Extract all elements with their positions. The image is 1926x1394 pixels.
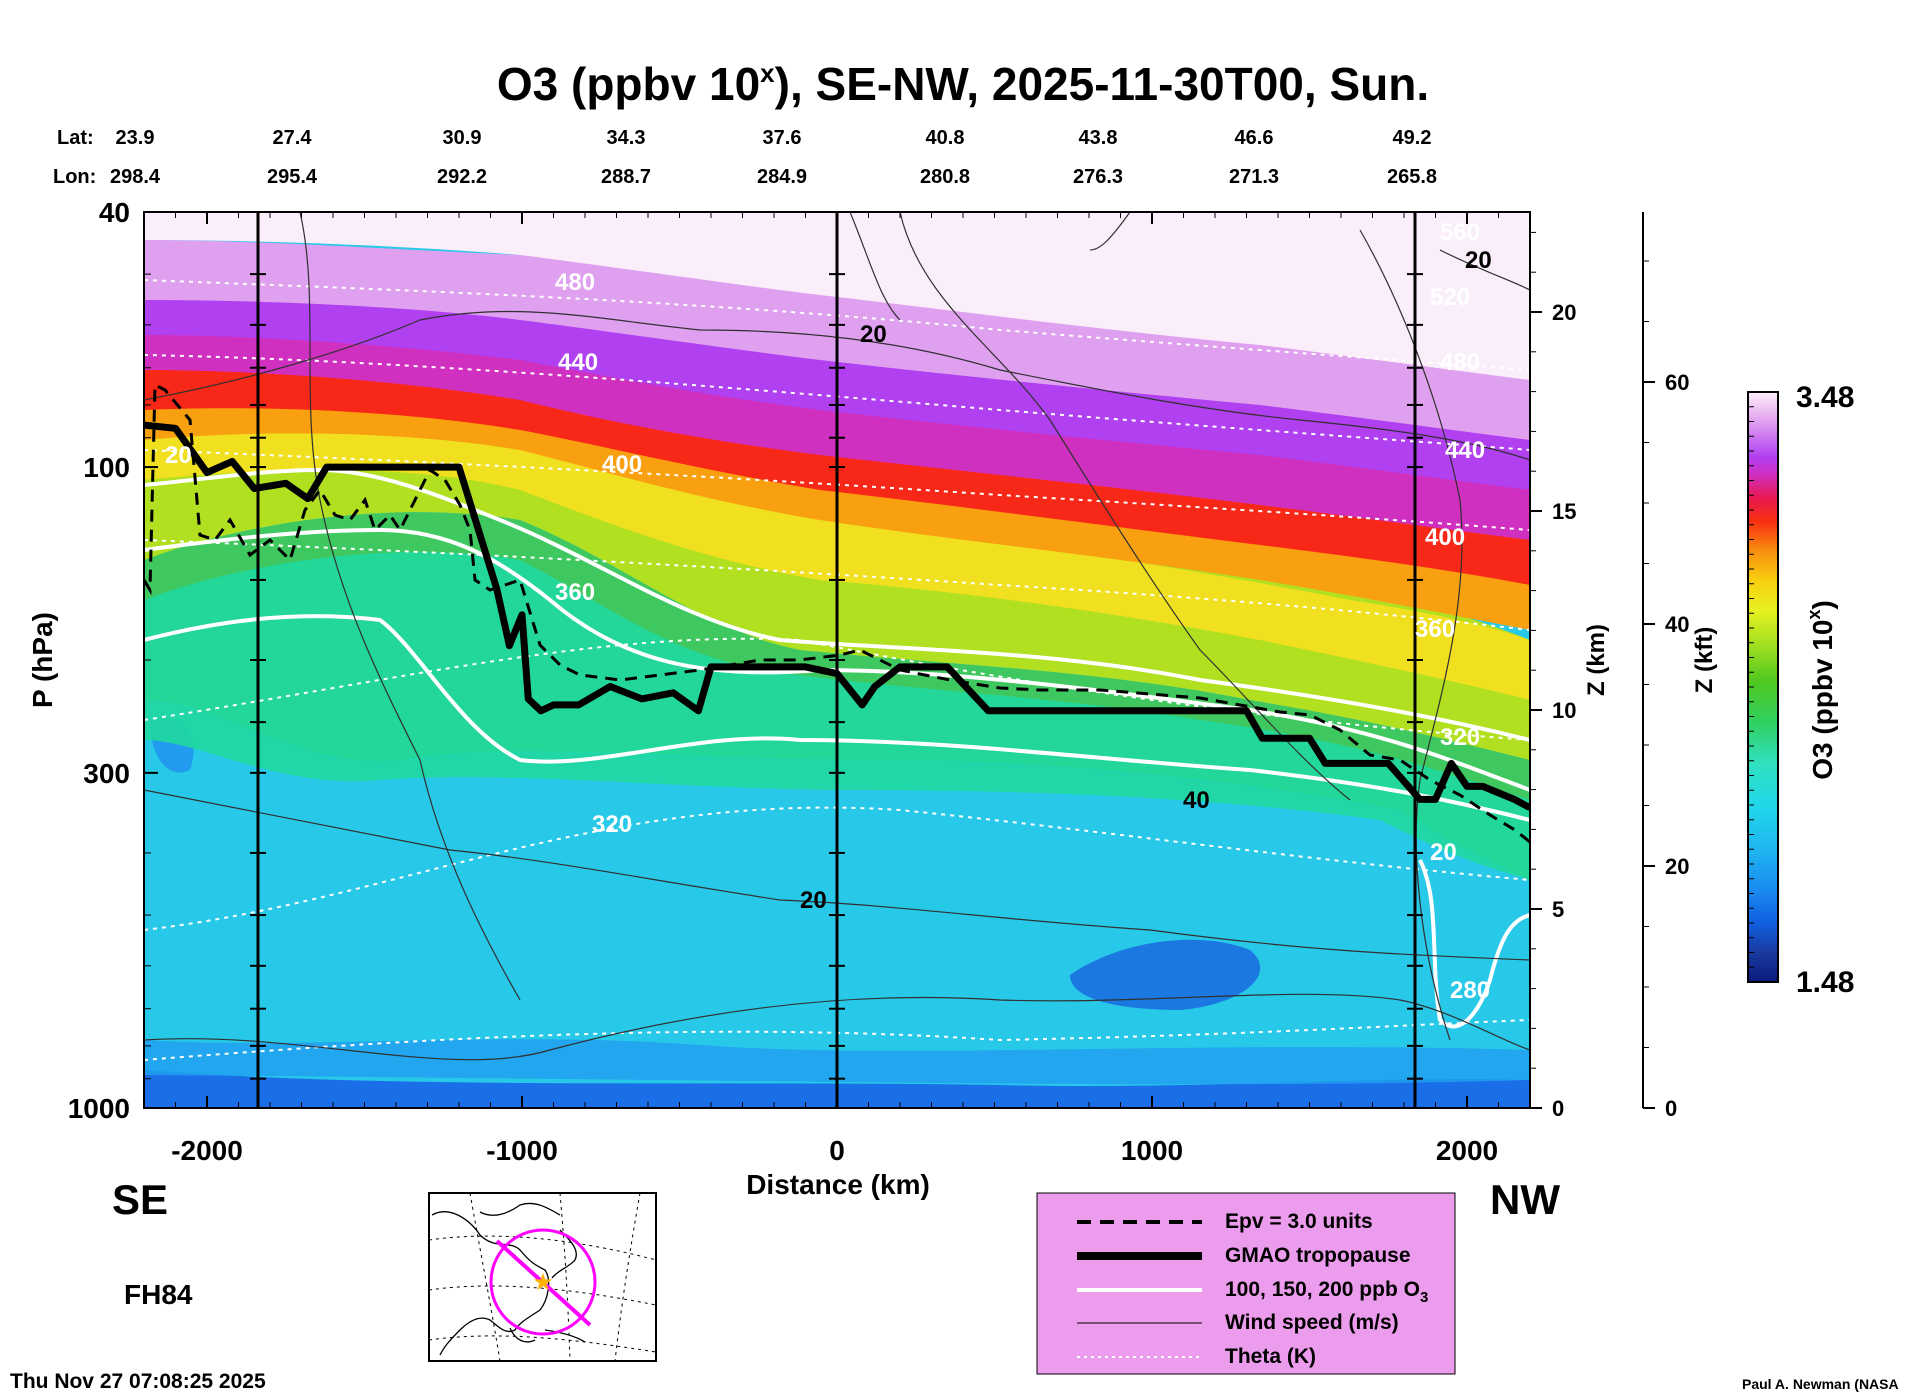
- z-km-axis: 0 5 10 15 20: [1530, 231, 1576, 1121]
- y-tick-label: 100: [83, 452, 130, 483]
- lat-value: 43.8: [1079, 127, 1118, 149]
- wind-label-20-left: 20: [165, 442, 192, 469]
- z-km-tick-label: 15: [1552, 499, 1576, 524]
- z-km-tick-label: 5: [1552, 897, 1564, 922]
- y-tick-label: 40: [99, 197, 130, 228]
- lon-row-label: Lon:: [53, 166, 96, 188]
- lat-value: 23.9: [116, 127, 155, 149]
- lat-value: 30.9: [443, 127, 482, 149]
- colorbar-max: 3.48: [1796, 381, 1854, 414]
- lon-value: 288.7: [601, 166, 651, 188]
- x-tick-label: 0: [829, 1135, 845, 1166]
- z-kft-label: Z (kft): [1691, 627, 1718, 694]
- lon-value: 271.3: [1229, 166, 1279, 188]
- z-km-label: Z (km): [1583, 624, 1610, 696]
- theta-label-480: 480: [555, 269, 595, 296]
- theta-label-440: 440: [558, 349, 598, 376]
- lat-value: 49.2: [1393, 127, 1432, 149]
- z-kft-tick-label: 40: [1665, 612, 1689, 637]
- y-axis-label: P (hPa): [27, 612, 58, 708]
- lat-value: 27.4: [273, 127, 313, 149]
- x-tick-label: -1000: [486, 1135, 558, 1166]
- forecast-hour: FH84: [124, 1279, 193, 1310]
- x-axis: -2000 -1000 0 1000 2000: [143, 212, 1531, 1166]
- theta-label-400: 400: [602, 451, 642, 478]
- legend-wind-label: Wind speed (m/s): [1225, 1311, 1399, 1334]
- x-tick-label: 2000: [1436, 1135, 1498, 1166]
- lon-value: 276.3: [1073, 166, 1123, 188]
- lon-value: 265.8: [1387, 166, 1437, 188]
- theta-label-560: 560: [1440, 219, 1480, 246]
- lon-value: 280.8: [920, 166, 970, 188]
- wind-label-20-top: 20: [860, 321, 887, 348]
- chart-title: O3 (ppbv 10x), SE-NW, 2025-11-30T00, Sun…: [497, 58, 1429, 110]
- y-tick-label: 300: [83, 758, 130, 789]
- z-km-tick-label: 20: [1552, 300, 1576, 325]
- map-circle: [489, 1228, 597, 1336]
- gmao-tropopause-line: [144, 421, 1530, 811]
- theta-label-520: 520: [1430, 284, 1470, 311]
- z-km-tick-label: 0: [1552, 1096, 1564, 1121]
- legend-epv-label: Epv = 3.0 units: [1225, 1210, 1373, 1233]
- x-axis-label: Distance (km): [746, 1169, 930, 1200]
- theta-label-280: 280: [1450, 977, 1490, 1004]
- z-kft-tick-label: 60: [1665, 370, 1689, 395]
- nw-end-label: NW: [1490, 1176, 1560, 1223]
- lon-value: 298.4: [110, 166, 161, 188]
- wind-label-20-lower-right: 20: [1430, 839, 1457, 866]
- colorbar-min: 1.48: [1796, 966, 1854, 999]
- theta-label-360: 360: [555, 579, 595, 606]
- wind-label-20-upper-right: 20: [1465, 247, 1492, 274]
- lon-value: 292.2: [437, 166, 487, 188]
- se-end-label: SE: [112, 1176, 168, 1223]
- x-tick-label: -2000: [171, 1135, 243, 1166]
- colorbar-ticks: [1748, 391, 1754, 983]
- contour-labels: 480 440 400 360 320 280 520 560 480 440 …: [165, 219, 1492, 1004]
- z-kft-axis: 0 20 40 60: [1642, 212, 1689, 1121]
- lat-value: 34.3: [607, 127, 646, 149]
- lat-value: 37.6: [763, 127, 802, 149]
- z-kft-tick-label: 20: [1665, 854, 1689, 879]
- lon-value: 295.4: [267, 166, 318, 188]
- theta-label-480-right: 480: [1440, 349, 1480, 376]
- y-axis: 40 100 300 1000: [68, 197, 1423, 1124]
- wind-label-20-mid: 20: [800, 887, 827, 914]
- lat-value: 40.8: [926, 127, 965, 149]
- y-tick-label: 1000: [68, 1093, 130, 1124]
- wind-label-40: 40: [1183, 787, 1210, 814]
- legend-tropopause-label: GMAO tropopause: [1225, 1244, 1411, 1267]
- theta-label-400-right: 400: [1425, 524, 1465, 551]
- theta-label-320: 320: [592, 811, 632, 838]
- map-center-star-icon: ★: [532, 1269, 554, 1296]
- timestamp: Thu Nov 27 07:08:25 2025: [10, 1370, 266, 1393]
- z-km-tick-label: 10: [1552, 698, 1576, 723]
- theta-label-440-right: 440: [1445, 437, 1485, 464]
- legend: Epv = 3.0 units GMAO tropopause 100, 150…: [1036, 1192, 1456, 1375]
- z-kft-tick-label: 0: [1665, 1096, 1677, 1121]
- lat-value: 46.6: [1235, 127, 1274, 149]
- credit: Paul A. Newman (NASA: [1742, 1376, 1899, 1392]
- map-transect: [495, 1239, 592, 1327]
- colorbar-label: O3 (ppbv 10x): [1804, 600, 1838, 780]
- theta-label-360-right: 360: [1415, 616, 1455, 643]
- legend-o3-label: 100, 150, 200 ppb O3: [1225, 1278, 1428, 1306]
- x-tick-label: 1000: [1121, 1135, 1183, 1166]
- inset-map: ★: [428, 1192, 657, 1362]
- lon-value: 284.9: [757, 166, 807, 188]
- lat-row-label: Lat:: [57, 127, 94, 149]
- legend-theta-label: Theta (K): [1225, 1345, 1316, 1368]
- theta-label-320-right: 320: [1440, 724, 1480, 751]
